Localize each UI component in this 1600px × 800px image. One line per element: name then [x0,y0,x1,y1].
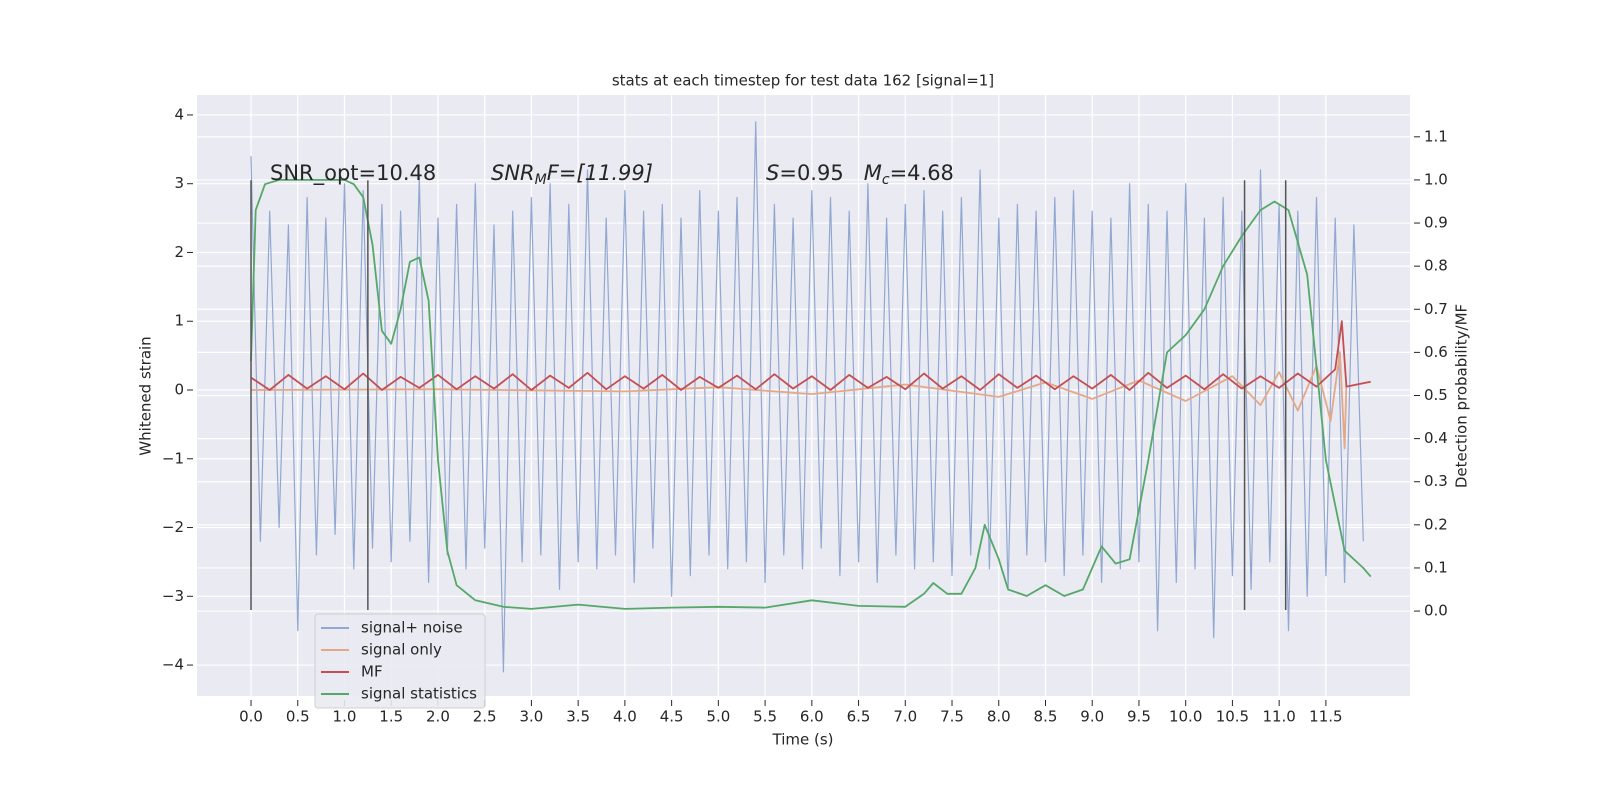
annotation-text: M [535,172,547,188]
y2-tick-label: 0.8 [1424,257,1448,275]
annotation: SNRMF=[11.99] [491,161,653,188]
x-tick-label: 4.0 [613,708,637,726]
y2-tick-label: 0.5 [1424,386,1448,404]
legend-label: signal statistics [361,685,477,703]
y2-tick-label: 1.0 [1424,170,1448,188]
x-tick-label: 4.5 [660,708,684,726]
legend-label: signal only [361,641,442,659]
x-tick-label: 1.0 [333,708,357,726]
y-axis-label: Whitened strain [137,336,155,455]
legend-box [314,613,486,709]
y2-tick-label: 0.0 [1424,602,1448,620]
y2-tick-label: 0.3 [1424,472,1448,490]
y-tick-label: 2 [174,243,184,261]
x-tick-label: 11.5 [1309,708,1342,726]
x-tick-label: 5.5 [753,708,777,726]
y-tick-label: 1 [174,312,184,330]
x-tick-label: 6.0 [800,708,824,726]
y2-tick-label: 0.4 [1424,429,1448,447]
y2-axis-label: Detection probability/MF [1453,304,1471,488]
x-tick-label: 5.0 [706,708,730,726]
x-tick-label: 10.0 [1169,708,1202,726]
y2-tick-label: 0.2 [1424,515,1448,533]
x-tick-label: 9.5 [1127,708,1151,726]
x-tick-label: 7.0 [893,708,917,726]
x-tick-label: 0.0 [239,708,263,726]
x-tick-label: 6.5 [847,708,871,726]
annotation-text: SNR_opt=10.48 [270,161,436,186]
annotation-text: c [882,172,890,188]
chart-title: stats at each timestep for test data 162… [612,72,994,90]
x-tick-label: 7.5 [940,708,964,726]
series-line [250,320,1371,391]
y-tick-label: −1 [162,449,184,467]
annotation-text: SNR [491,161,535,185]
x-axis-label: Time (s) [772,731,834,749]
y2-tick-label: 0.6 [1424,343,1448,361]
x-tick-label: 2.0 [426,708,450,726]
annotation-text: =0.95 [779,161,863,185]
series-line [250,351,1348,450]
y-tick-label: 0 [174,380,184,398]
legend: signal+ noise signal only MF signal statist… [314,613,486,709]
axes: 0.0 0.5 1.0 1.5 2.0 2.5 3.0 3.5 4.0 4.5 5.0 5.5 6.0 6… [162,105,1448,725]
y2-tick-label: 0.1 [1424,558,1448,576]
y2-tick-label: 1.1 [1424,127,1448,145]
x-tick-label: 8.5 [1034,708,1058,726]
y2-tick-label: 0.7 [1424,300,1448,318]
legend-label: MF [361,663,383,681]
annotation-text: S [766,161,779,185]
series-line [250,179,1372,610]
annotation: SNR_opt=10.48 [270,161,436,186]
annotation-text: =4.68 [890,161,954,185]
y2-tick-label: 0.9 [1424,214,1448,232]
x-tick-label: 11.0 [1262,708,1295,726]
x-tick-label: 1.5 [379,708,403,726]
x-tick-label: 0.5 [286,708,310,726]
annotation-text: F=[11.99] [547,161,653,185]
y-tick-label: 4 [174,105,184,123]
annotation: S=0.95 Mc=4.68 [766,161,954,188]
x-tick-label: 8.0 [987,708,1011,726]
x-tick-label: 3.0 [519,708,543,726]
y-tick-label: −3 [162,587,184,605]
y-tick-label: −4 [162,656,184,674]
x-tick-label: 10.5 [1216,708,1249,726]
y-tick-label: 3 [174,174,184,192]
marks [250,121,1372,673]
x-tick-label: 3.5 [566,708,590,726]
legend-label: signal+ noise [361,619,463,637]
x-tick-label: 2.5 [473,708,497,726]
y-tick-label: −2 [162,518,184,536]
annotation-text: M [864,161,882,185]
x-tick-label: 9.0 [1080,708,1104,726]
